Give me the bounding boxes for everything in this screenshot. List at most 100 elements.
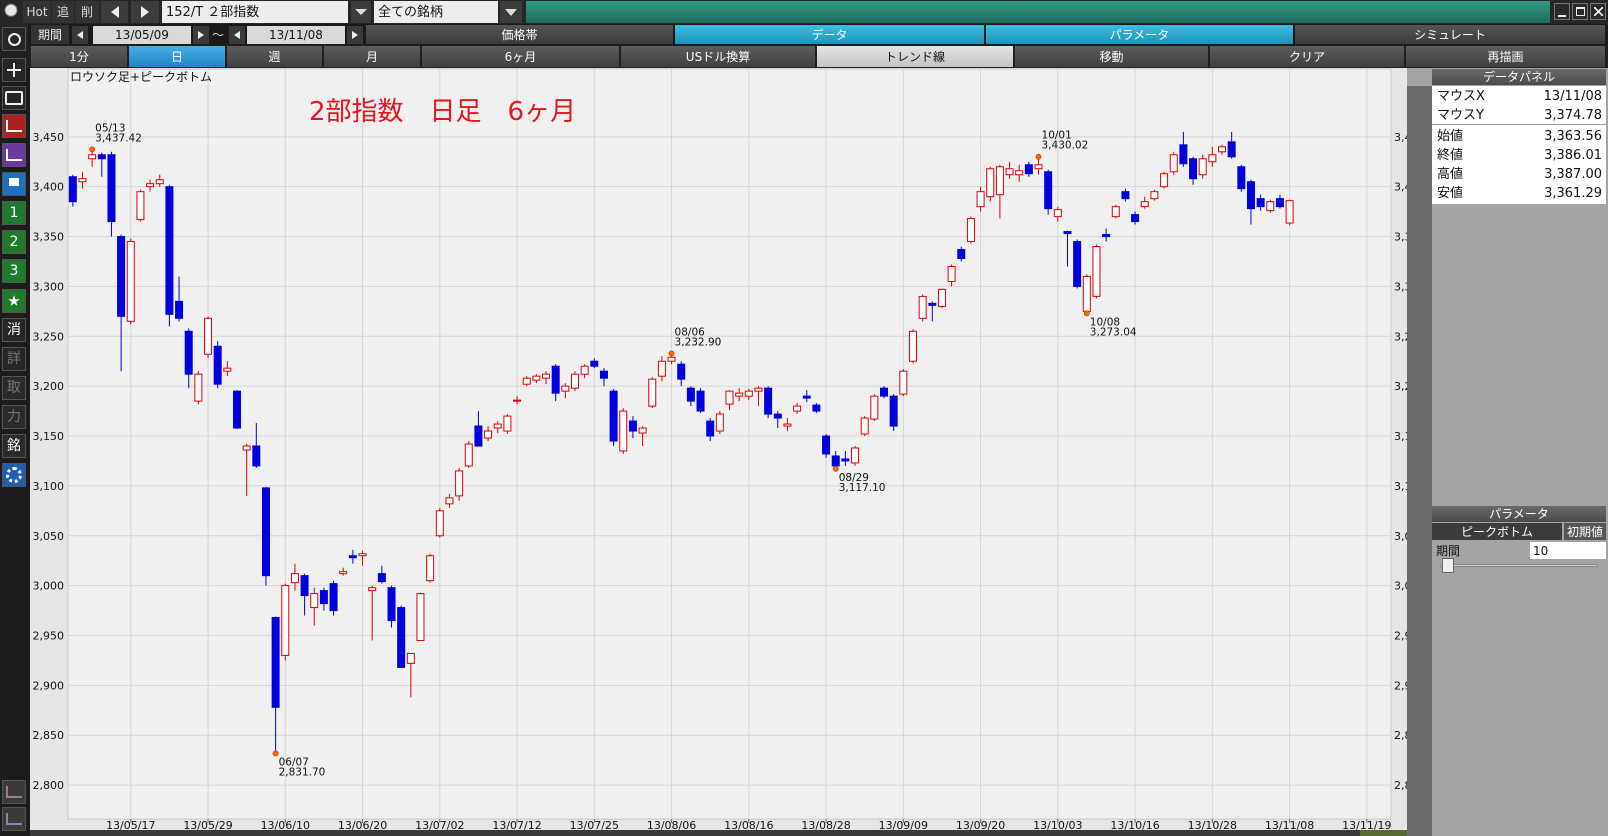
sidebar-button[interactable]: 詳 [2, 347, 26, 371]
annotation-value: 3,117.10 [839, 482, 886, 494]
candle-body [957, 249, 966, 259]
candle-body [1198, 158, 1207, 176]
range-button[interactable]: 日 [129, 46, 225, 67]
x-tick-label: 13/09/09 [879, 819, 928, 832]
sidebar-button[interactable]: 1 [2, 201, 26, 225]
candle-body [609, 390, 618, 442]
range-button[interactable]: 6ヶ月 [422, 46, 619, 67]
candle-body [136, 191, 145, 221]
candle-body [551, 365, 560, 394]
candle-body [107, 154, 116, 223]
param-reset[interactable]: 初期値 [1564, 523, 1606, 540]
panel-tab[interactable]: パラメータ [986, 25, 1293, 44]
param-tab[interactable]: ピークボトム [1432, 523, 1562, 540]
candle-body [1189, 158, 1198, 180]
candle-body [281, 585, 290, 656]
panel-tab[interactable]: シミュレート [1295, 25, 1605, 44]
param-slider-knob[interactable] [1442, 558, 1454, 573]
candle-body [966, 218, 975, 243]
chart-subtitle: ロウソク足+ピークボトム [70, 70, 212, 84]
range-button[interactable]: 週 [227, 46, 322, 67]
candle-body [300, 575, 309, 597]
candle-body [773, 413, 782, 419]
candle-body [513, 399, 522, 402]
settings-tool[interactable] [2, 463, 26, 487]
candle-body [1024, 164, 1033, 175]
candle-body [175, 300, 184, 319]
range-button[interactable]: 移動 [1015, 46, 1208, 67]
from-next[interactable] [193, 26, 209, 44]
zoom-tool[interactable] [2, 58, 26, 82]
y-tick-label: 2,850 [33, 729, 65, 742]
sidebar-button[interactable]: 3 [2, 259, 26, 283]
sidebar-button[interactable]: 消 [2, 318, 26, 342]
chart-tool-red[interactable] [2, 114, 26, 138]
sidebar-button[interactable]: 銘 [2, 434, 26, 458]
period-sep: ～ [211, 28, 224, 42]
panel-tab[interactable]: 価格帯 [366, 25, 673, 44]
range-button[interactable]: USドル換算 [621, 46, 815, 67]
candle-body [995, 166, 1004, 196]
hot-button[interactable]: Hot [23, 1, 51, 23]
from-prev[interactable] [72, 26, 88, 44]
range-button[interactable]: トレンド線 [817, 46, 1013, 67]
chart-tool-dim-2-glyph [6, 813, 22, 825]
range-button[interactable]: クリア [1210, 46, 1404, 67]
add-button[interactable]: 追 [52, 1, 74, 23]
next-symbol-glyph [141, 6, 149, 18]
candle-body [126, 241, 135, 322]
next-symbol[interactable] [131, 1, 159, 23]
chart-tool-purple[interactable] [2, 143, 26, 167]
chart-tool-dim-1[interactable] [2, 780, 26, 804]
candle-body [493, 423, 502, 429]
candle-body [841, 458, 850, 462]
symbol-dropdown[interactable] [351, 1, 371, 23]
data-separator [1432, 124, 1606, 125]
star-tool[interactable] [2, 289, 26, 313]
candle-body [1102, 234, 1111, 238]
range-button[interactable]: 1分 [31, 46, 127, 67]
peak-bottom-dot [272, 750, 279, 757]
candle-body [599, 370, 608, 379]
to-prev-glyph [234, 31, 240, 39]
symbol-field[interactable]: 152/T ２部指数 [162, 1, 348, 23]
candle-body [725, 390, 734, 405]
range-button[interactable]: 再描画 [1406, 46, 1605, 67]
to-next[interactable] [347, 26, 363, 44]
panel-tab[interactable]: データ [675, 25, 984, 44]
candle-body [474, 425, 483, 447]
camera-tool-glyph [5, 91, 23, 105]
to-prev[interactable] [229, 26, 245, 44]
y-tick-label: 3,100 [33, 480, 65, 493]
prev-symbol[interactable] [101, 1, 128, 23]
chart-tool-dim-2[interactable] [2, 807, 26, 831]
bulb-icon[interactable] [4, 3, 18, 21]
maximize-button[interactable] [1572, 3, 1588, 20]
flag-tool[interactable] [2, 172, 26, 196]
from-date[interactable]: 13/05/09 [93, 26, 191, 44]
universe-field[interactable]: 全ての銘柄 [374, 1, 498, 23]
candle-body [242, 445, 251, 451]
close-button[interactable] [1590, 3, 1606, 20]
annotation-value: 2,831.70 [279, 766, 326, 778]
universe-dropdown[interactable] [500, 1, 522, 23]
y-tick-label: 3,200 [33, 380, 65, 393]
to-date[interactable]: 13/11/08 [247, 26, 345, 44]
camera-tool[interactable] [2, 86, 26, 110]
sidebar-button[interactable]: 力 [2, 405, 26, 429]
sidebar-button[interactable]: 2 [2, 230, 26, 254]
minimize-glyph [1558, 14, 1566, 17]
search-tool[interactable] [2, 27, 26, 51]
delete-button[interactable]: 削 [75, 1, 99, 23]
minimize-button[interactable] [1554, 3, 1570, 20]
chart-tool-red-glyph [6, 120, 22, 132]
annotation-date: 08/06 [675, 326, 706, 338]
candle-body [1227, 141, 1236, 158]
sidebar-button[interactable]: 取 [2, 376, 26, 400]
bottom-strip-accent [1360, 830, 1407, 836]
candle-body [368, 587, 377, 592]
range-button[interactable]: 月 [324, 46, 420, 67]
candle-body [329, 583, 338, 612]
param-field-value[interactable]: 10 [1530, 542, 1606, 559]
